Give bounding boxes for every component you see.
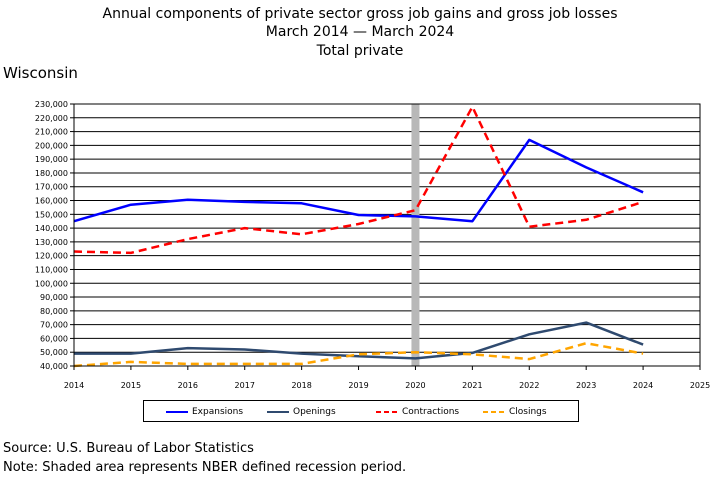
chart-title: Annual components of private sector gros… — [102, 6, 618, 22]
plot-area-frame — [73, 103, 701, 367]
y-tick-label: 100,000 — [35, 279, 68, 288]
legend: Expansions Openings Contractions Closing… — [143, 400, 579, 422]
y-tick-label: 60,000 — [40, 334, 68, 343]
y-tick-label: 80,000 — [40, 307, 68, 316]
series-line-expansions — [73, 138, 644, 223]
x-tick-label: 2023 — [576, 381, 596, 390]
recession-shading — [411, 104, 420, 366]
legend-swatch-contractions — [376, 411, 398, 413]
x-axis-ticks: 2014 2015 2016 2017 2018 2019 2020 2021 2022 2023… — [64, 366, 710, 390]
y-tick-label: 130,000 — [35, 238, 68, 247]
legend-swatch-expansions — [166, 411, 188, 413]
x-tick-label: 2018 — [291, 381, 311, 390]
y-tick-label: 180,000 — [35, 169, 68, 178]
chart-subtitle-industry: Total private — [316, 43, 404, 59]
x-tick-label: 2016 — [178, 381, 198, 390]
series-line-closings — [73, 341, 644, 368]
legend-label-contractions: Contractions — [402, 407, 460, 417]
recession-note: Note: Shaded area represents NBER define… — [3, 460, 407, 475]
y-tick-label: 190,000 — [35, 155, 68, 164]
x-tick-label: 2019 — [348, 381, 368, 390]
legend-swatch-openings — [267, 411, 289, 413]
source-note: Source: U.S. Bureau of Labor Statistics — [3, 441, 254, 456]
y-tick-label: 90,000 — [40, 293, 68, 302]
legend-label-openings: Openings — [293, 407, 336, 417]
y-tick-label: 170,000 — [35, 183, 68, 192]
region-label: Wisconsin — [3, 64, 78, 82]
y-tick-label: 160,000 — [35, 197, 68, 206]
chart-subtitle: March 2014 — March 2024 — [265, 24, 455, 40]
y-tick-label: 110,000 — [35, 265, 68, 274]
recession-bar — [411, 104, 420, 366]
x-tick-label: 2025 — [690, 381, 710, 390]
legend-swatch-closings — [483, 411, 505, 413]
grid-lines — [74, 103, 700, 367]
y-tick-label: 120,000 — [35, 252, 68, 261]
y-tick-label: 40,000 — [40, 362, 68, 371]
y-tick-label: 200,000 — [35, 141, 68, 150]
x-tick-label: 2017 — [235, 381, 255, 390]
x-tick-label: 2015 — [121, 381, 141, 390]
y-axis-ticks: 40,000 50,000 60,000 70,000 80,000 90,000 100,… — [35, 100, 74, 371]
line-chart: 40,000 50,000 60,000 70,000 80,000 90,000 100,… — [35, 100, 710, 390]
x-tick-label: 2022 — [519, 381, 539, 390]
x-tick-label: 2021 — [462, 381, 482, 390]
y-tick-label: 150,000 — [35, 210, 68, 219]
series-lines — [73, 105, 644, 368]
x-tick-label: 2020 — [405, 381, 425, 390]
y-tick-label: 140,000 — [35, 224, 68, 233]
series-line-openings — [74, 321, 644, 360]
x-tick-label: 2014 — [64, 381, 84, 390]
y-tick-label: 70,000 — [40, 321, 68, 330]
y-tick-label: 210,000 — [35, 128, 68, 137]
y-tick-label: 230,000 — [35, 100, 68, 109]
series-line-contractions — [73, 105, 644, 255]
legend-label-closings: Closings — [509, 407, 547, 417]
legend-label-expansions: Expansions — [192, 407, 244, 417]
y-tick-label: 220,000 — [35, 114, 68, 123]
x-tick-label: 2024 — [633, 381, 653, 390]
y-tick-label: 50,000 — [40, 348, 68, 357]
